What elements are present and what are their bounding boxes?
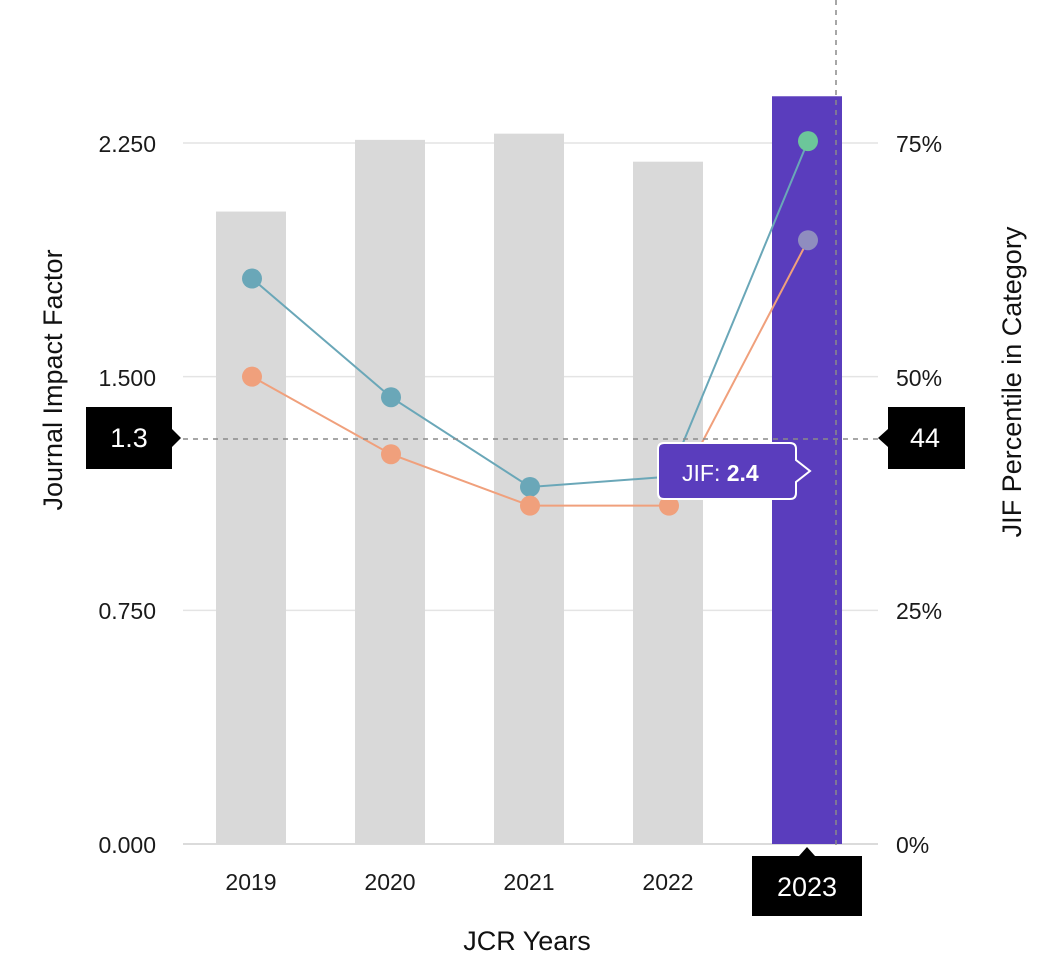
x-tick-label: 2020: [364, 869, 415, 895]
left-tick-label: 2.250: [98, 131, 156, 157]
tooltip-box: [657, 442, 812, 500]
series-point-2022[interactable]: [659, 495, 679, 516]
right-tick-label: 50%: [896, 365, 942, 391]
right-badge-box: [888, 407, 965, 469]
series-point-2019[interactable]: [242, 366, 262, 387]
series-point-2023[interactable]: [798, 230, 818, 251]
left-value-badge: 1.3: [86, 407, 181, 469]
right-tick-label: 25%: [896, 598, 942, 624]
x-axis-title: JCR Years: [463, 926, 591, 956]
x-axis-ticks: 2019 2020 2021 2022: [225, 869, 693, 895]
series-point-2020[interactable]: [381, 387, 401, 408]
right-reference-label: 44: [910, 423, 940, 453]
percentile-series-1: [242, 230, 818, 516]
left-tick-label: 0.750: [98, 598, 156, 624]
y-axis-title: Journal Impact Factor: [38, 249, 68, 510]
badge-pointer: [799, 847, 815, 856]
series-point-2021[interactable]: [520, 495, 540, 516]
x-tick-label: 2021: [503, 869, 554, 895]
bar-2019[interactable]: [216, 211, 286, 844]
left-badge-box: [86, 407, 172, 469]
right-value-badge: 44: [878, 407, 965, 469]
badge-box: [752, 856, 862, 916]
right-badge-pointer: [878, 429, 888, 447]
y2-axis-title: JIF Percentile in Category: [997, 226, 1027, 537]
left-tick-label: 1.500: [98, 365, 156, 391]
jif-tooltip: JIF: 2.4: [657, 442, 812, 500]
x-tick-label: 2022: [642, 869, 693, 895]
tooltip-text: JIF: 2.4: [682, 460, 759, 486]
bar-2020[interactable]: [355, 139, 425, 844]
tooltip-label: JIF:: [682, 460, 727, 486]
series-point-2021[interactable]: [520, 476, 540, 497]
tooltip-value: 2.4: [727, 460, 759, 486]
right-tick-label: 75%: [896, 131, 942, 157]
highlight-year-label: 2023: [777, 872, 837, 902]
highlight-year-badge[interactable]: 2023: [752, 847, 862, 916]
left-reference-label: 1.3: [110, 423, 148, 453]
series-point-2020[interactable]: [381, 444, 401, 465]
series-point-2023[interactable]: [798, 131, 818, 152]
left-axis-ticks: 0.000 0.750 1.500 2.250: [98, 131, 156, 858]
x-tick-label: 2019: [225, 869, 276, 895]
left-badge-pointer: [172, 429, 181, 447]
right-axis-ticks: 0% 25% 50% 75%: [896, 131, 942, 858]
right-tick-label: 0%: [896, 832, 929, 858]
series-point-2019[interactable]: [242, 268, 262, 289]
left-tick-label: 0.000: [98, 832, 156, 858]
